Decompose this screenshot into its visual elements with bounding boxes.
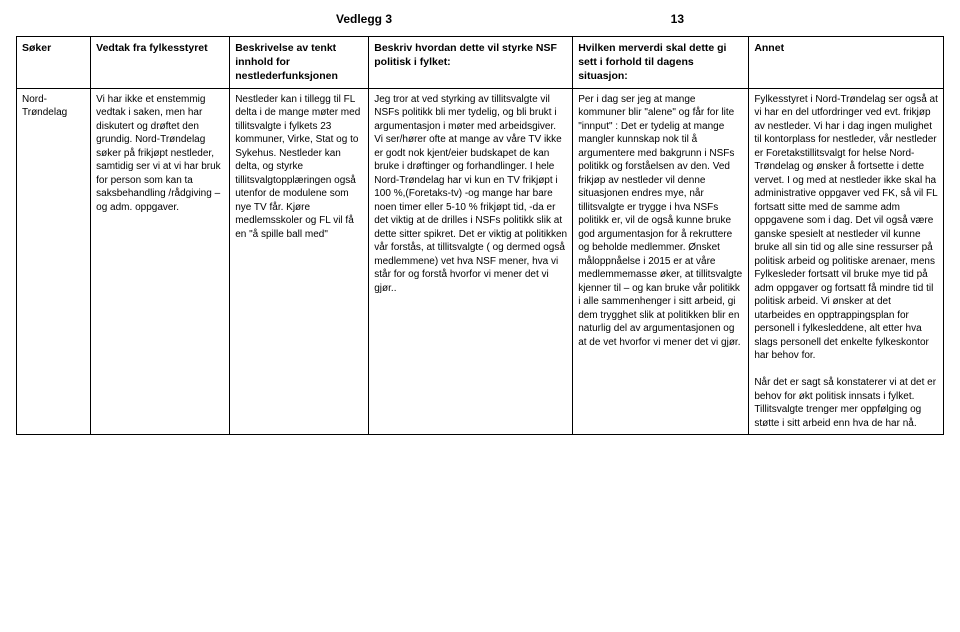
col-vedtak: Vedtak fra fylkesstyret <box>91 37 230 89</box>
header-title: Vedlegg 3 <box>336 12 392 26</box>
cell-styrke: Jeg tror at ved styrking av tillitsvalgt… <box>369 88 573 435</box>
col-soker: Søker <box>17 37 91 89</box>
cell-soker: Nord-Trøndelag <box>17 88 91 435</box>
col-annet: Annet <box>749 37 944 89</box>
col-styrke: Beskriv hvordan dette vil styrke NSF pol… <box>369 37 573 89</box>
col-merverdi: Hvilken merverdi skal dette gi sett i fo… <box>573 37 749 89</box>
cell-annet: Fylkesstyret i Nord-Trøndelag ser også a… <box>749 88 944 435</box>
header-page-number: 13 <box>671 12 684 26</box>
table-row: Nord-Trøndelag Vi har ikke et enstemmig … <box>17 88 944 435</box>
cell-beskrivelse: Nestleder kan i tillegg til FL delta i d… <box>230 88 369 435</box>
data-table: Søker Vedtak fra fylkesstyret Beskrivels… <box>16 36 944 435</box>
cell-vedtak: Vi har ikke et enstemmig vedtak i saken,… <box>91 88 230 435</box>
table-header-row: Søker Vedtak fra fylkesstyret Beskrivels… <box>17 37 944 89</box>
cell-merverdi: Per i dag ser jeg at mange kommuner blir… <box>573 88 749 435</box>
col-beskrivelse: Beskrivelse av tenkt innhold for nestled… <box>230 37 369 89</box>
page-header: Vedlegg 3 13 <box>16 12 944 26</box>
